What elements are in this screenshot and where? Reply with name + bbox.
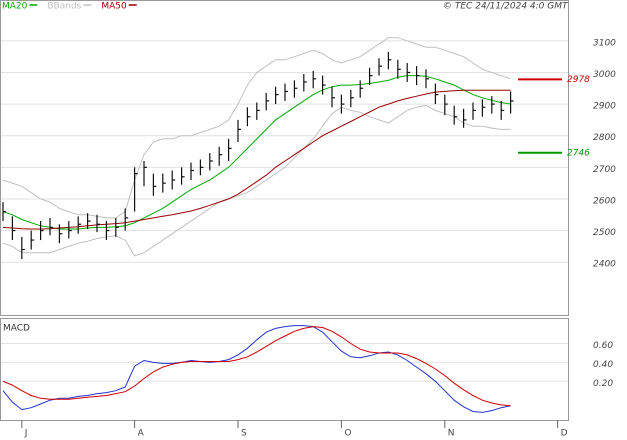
macd-title: MACD bbox=[3, 324, 30, 334]
y-tick-label: 2600 bbox=[593, 196, 616, 206]
x-tick-label: N bbox=[448, 429, 455, 439]
x-tick-label: D bbox=[561, 429, 568, 439]
band-lower bbox=[2, 104, 511, 257]
legend-label: BBands bbox=[47, 2, 81, 12]
y-tick-label: 0.60 bbox=[593, 341, 613, 351]
y-tick-label: 3100 bbox=[593, 38, 616, 48]
band-upper bbox=[2, 37, 511, 219]
y-tick-label: 2800 bbox=[593, 133, 616, 143]
x-tick-label: S bbox=[241, 429, 247, 439]
legend-label: MA50 bbox=[101, 2, 127, 12]
macd-panel bbox=[0, 318, 569, 421]
x-tick-label: O bbox=[344, 429, 351, 439]
price-marker-label: 2978 bbox=[567, 75, 590, 85]
x-tick-label: A bbox=[138, 429, 145, 439]
price-panel bbox=[0, 0, 569, 316]
macd-line bbox=[2, 325, 511, 413]
y-tick-label: 0.20 bbox=[593, 379, 613, 389]
legend-label: MA20 bbox=[2, 2, 28, 12]
macd-line bbox=[2, 326, 511, 407]
y-tick-label: 2700 bbox=[593, 165, 616, 175]
price-marker-label: 2746 bbox=[567, 148, 590, 158]
source: © TEC 24/11/2024 4:0 GMT bbox=[443, 2, 569, 12]
y-tick-label: 2500 bbox=[593, 228, 616, 238]
y-tick-label: 2400 bbox=[593, 260, 616, 270]
indicator-line bbox=[2, 75, 511, 230]
y-tick-label: 0.40 bbox=[593, 360, 613, 370]
y-tick-label: 3000 bbox=[593, 70, 616, 80]
x-tick-label: J bbox=[24, 429, 28, 439]
y-tick-label: 2900 bbox=[593, 102, 616, 112]
